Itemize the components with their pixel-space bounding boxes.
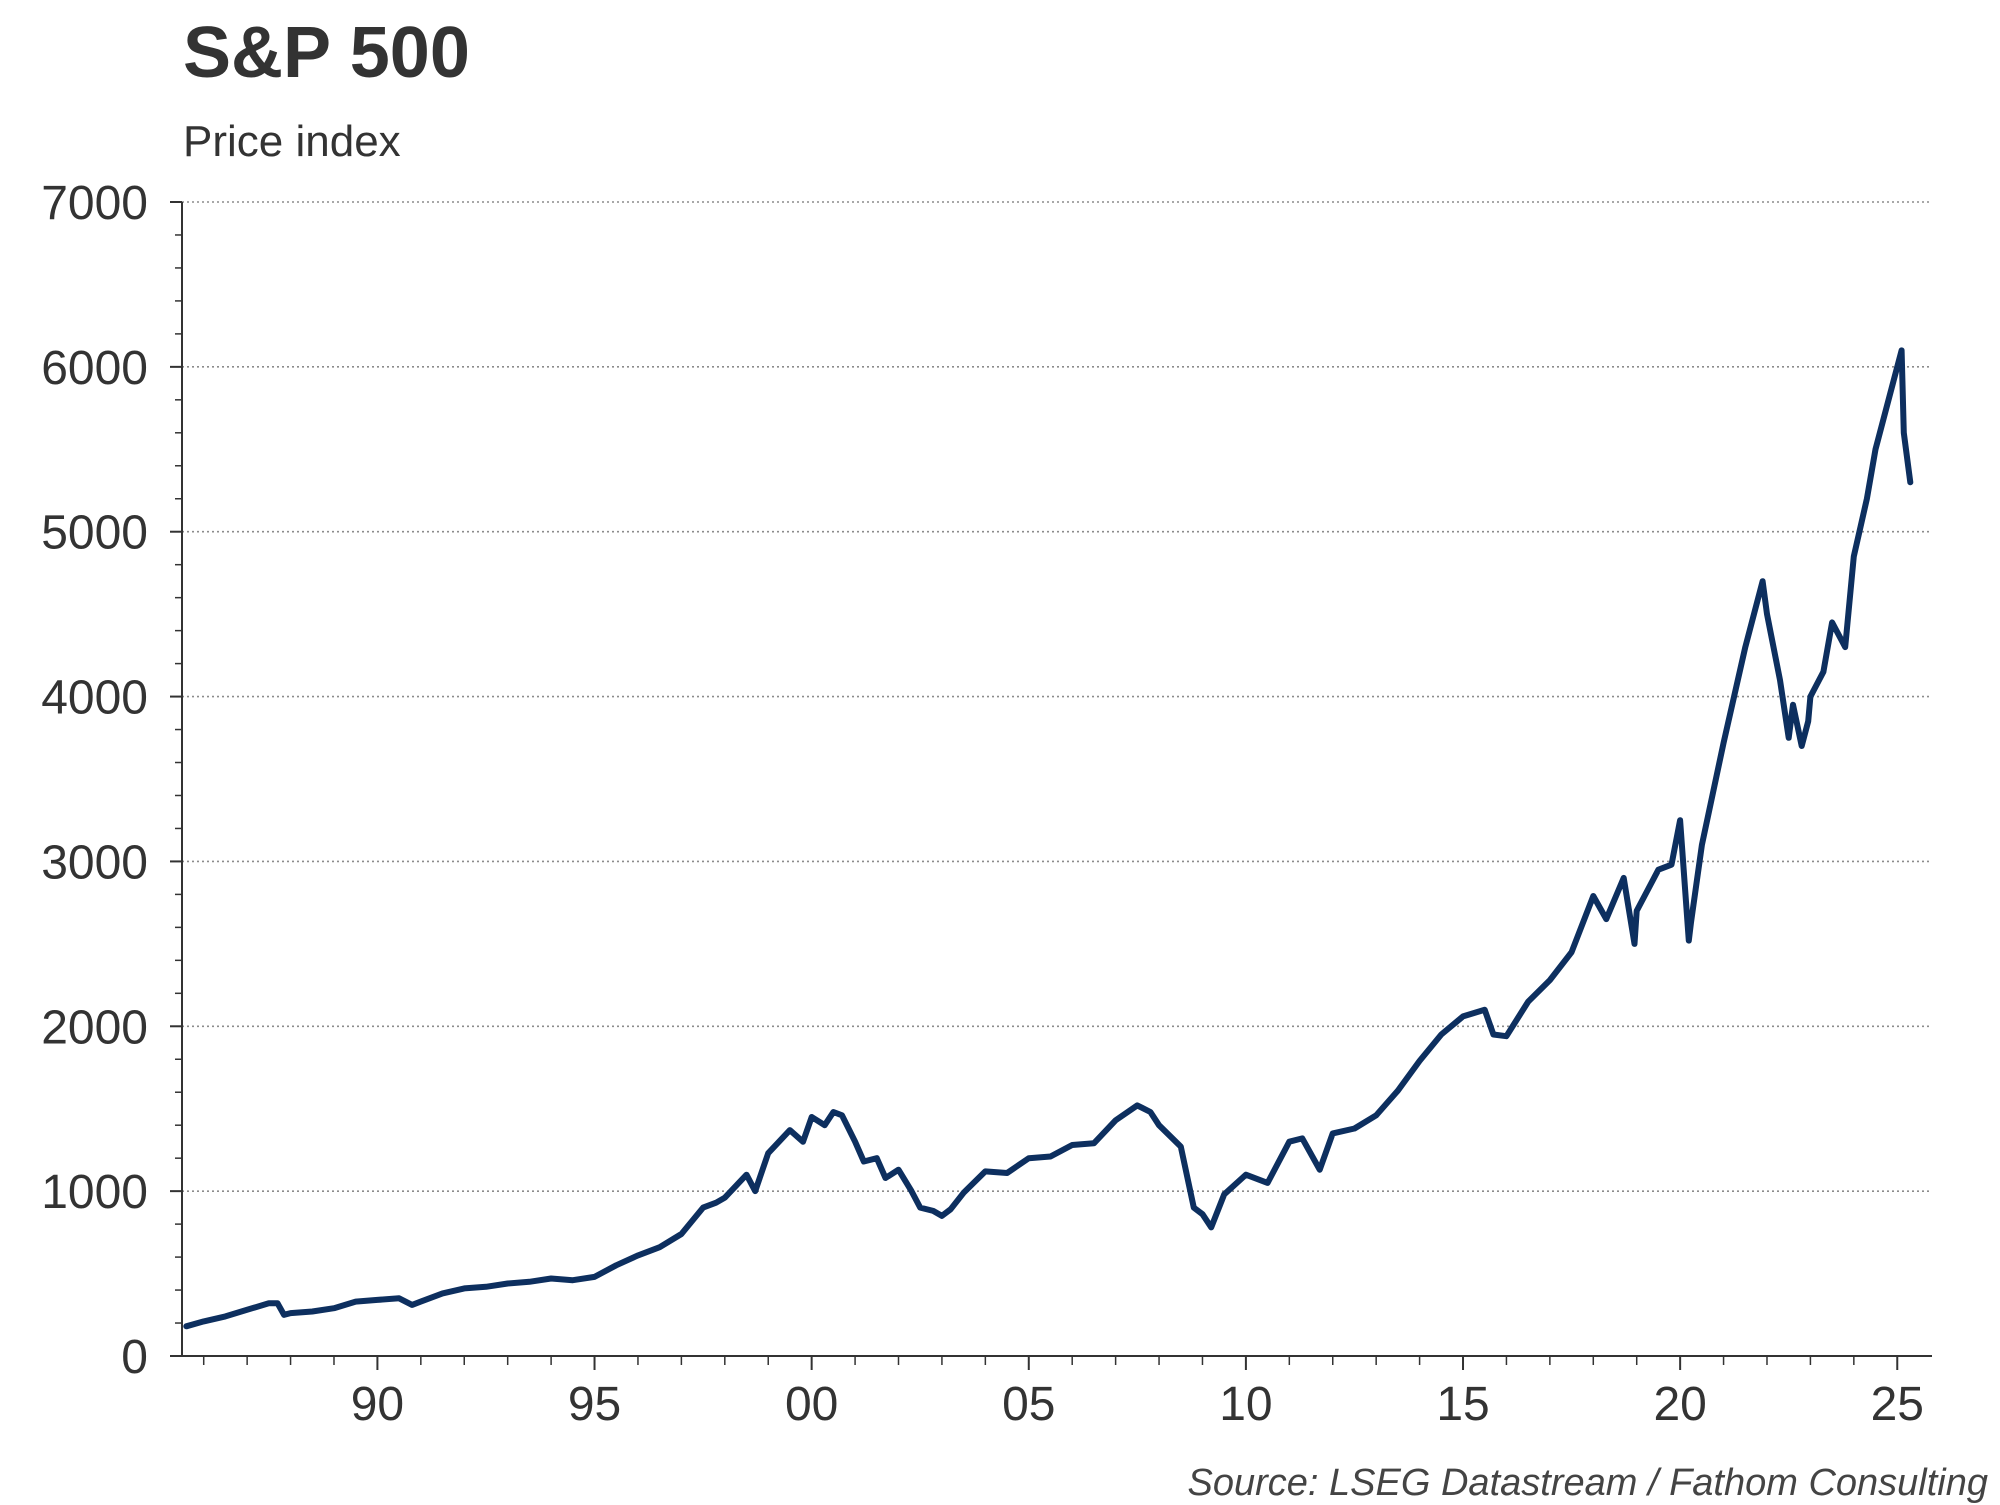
y-axis-ticks (170, 201, 182, 1357)
x-tick-label: 15 (1436, 1378, 1489, 1431)
y-tick-label: 3000 (41, 836, 148, 889)
x-tick-label: 20 (1653, 1378, 1706, 1431)
x-tick-label: 95 (568, 1378, 621, 1431)
x-tick-label: 00 (785, 1378, 838, 1431)
x-axis-labels: 90 95 00 05 10 15 20 25 (351, 1378, 1924, 1431)
y-tick-label: 1000 (41, 1166, 148, 1219)
chart-title: S&P 500 (183, 13, 470, 93)
y-tick-label: 6000 (41, 342, 148, 395)
x-tick-label: 05 (1002, 1378, 1055, 1431)
series-line (183, 347, 1914, 1330)
y-tick-label: 7000 (41, 177, 148, 230)
x-tick-label: 10 (1219, 1378, 1272, 1431)
axes (181, 202, 1932, 1357)
source-note: Source: LSEG Datastream / Fathom Consult… (1187, 1462, 1988, 1504)
x-tick-label: 90 (351, 1378, 404, 1431)
y-tick-label: 0 (121, 1331, 148, 1384)
x-tick-label: 25 (1871, 1378, 1924, 1431)
chart-subtitle: Price index (183, 117, 401, 166)
y-axis-labels: 0 1000 2000 3000 4000 5000 6000 7000 (41, 177, 148, 1384)
gridlines (182, 201, 1932, 1192)
y-tick-label: 5000 (41, 507, 148, 560)
y-tick-label: 4000 (41, 672, 148, 725)
series-group (183, 347, 1914, 1330)
x-axis-ticks (202, 1356, 1899, 1370)
y-tick-label: 2000 (41, 1001, 148, 1054)
